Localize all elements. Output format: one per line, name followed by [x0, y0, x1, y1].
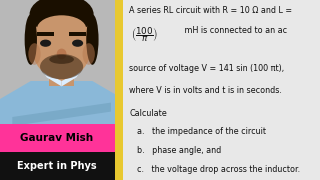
Polygon shape — [37, 32, 54, 36]
Ellipse shape — [28, 43, 41, 65]
Ellipse shape — [29, 0, 94, 34]
Bar — [115, 0, 123, 180]
Text: c.   the voltage drop across the inductor.: c. the voltage drop across the inductor. — [137, 165, 300, 174]
Text: mH is connected to an ac: mH is connected to an ac — [182, 26, 287, 35]
Text: source of voltage V = 141 sin (100 πt),: source of voltage V = 141 sin (100 πt), — [129, 64, 284, 73]
Text: a.   the impedance of the circuit: a. the impedance of the circuit — [137, 127, 266, 136]
Ellipse shape — [40, 40, 51, 47]
Polygon shape — [61, 72, 80, 86]
Polygon shape — [6, 95, 117, 135]
Bar — [49, 68, 74, 86]
Polygon shape — [69, 32, 86, 36]
Ellipse shape — [49, 55, 74, 64]
Ellipse shape — [40, 54, 83, 79]
Text: Calculate: Calculate — [129, 109, 167, 118]
Ellipse shape — [83, 43, 95, 65]
Bar — [0, 152, 115, 180]
Ellipse shape — [86, 14, 99, 65]
Ellipse shape — [37, 15, 86, 42]
Ellipse shape — [57, 49, 67, 59]
Text: Expert in Phys: Expert in Phys — [17, 161, 97, 171]
Text: where V is in volts and t is in seconds.: where V is in volts and t is in seconds. — [129, 86, 282, 95]
Text: $\left(\dfrac{100}{\pi}\right)$: $\left(\dfrac{100}{\pi}\right)$ — [131, 25, 158, 44]
Ellipse shape — [72, 40, 83, 47]
Polygon shape — [43, 72, 61, 86]
Text: Gaurav Mish: Gaurav Mish — [20, 133, 93, 143]
Ellipse shape — [31, 7, 92, 79]
Ellipse shape — [25, 14, 37, 65]
Text: A series RL circuit with R = 10 Ω and L =: A series RL circuit with R = 10 Ω and L … — [129, 6, 292, 15]
Polygon shape — [12, 103, 111, 126]
Polygon shape — [0, 81, 123, 180]
Bar — [0, 124, 115, 152]
Text: b.   phase angle, and: b. phase angle, and — [137, 146, 221, 155]
